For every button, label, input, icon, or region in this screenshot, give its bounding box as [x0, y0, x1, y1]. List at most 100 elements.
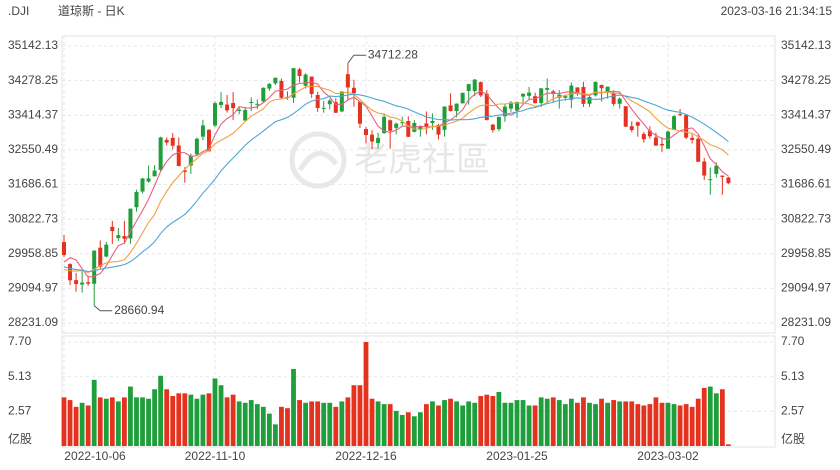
- volume-bar: [581, 397, 586, 446]
- candle-body: [629, 126, 634, 131]
- volume-bar: [381, 404, 387, 446]
- volume-bar: [351, 385, 357, 446]
- candle-body: [92, 250, 97, 284]
- moving-average-line: [63, 93, 729, 273]
- candle-body: [714, 165, 719, 174]
- candle-body: [647, 130, 652, 137]
- volume-bar: [67, 400, 73, 446]
- candle-body: [436, 125, 441, 135]
- volume-bar: [122, 397, 127, 446]
- candle-body: [146, 178, 151, 182]
- candle-body: [315, 94, 320, 108]
- volume-bar: [671, 404, 677, 446]
- volume-bar: [109, 397, 115, 446]
- watermark-text: 老虎社區: [354, 141, 490, 179]
- candle-body: [678, 114, 683, 116]
- x-tick-label: 2023-01-25: [486, 449, 548, 463]
- volume-unit-right: 亿股: [781, 431, 805, 446]
- volume-bar: [236, 401, 242, 446]
- volume-bar: [526, 405, 532, 446]
- volume-bar: [587, 402, 592, 446]
- volume-bar: [291, 369, 296, 446]
- candle-body: [98, 247, 103, 267]
- volume-bar: [248, 400, 254, 446]
- volume-bar: [375, 401, 381, 446]
- volume-bar: [605, 402, 610, 446]
- candle-body: [140, 178, 145, 192]
- candle-body: [460, 92, 465, 104]
- volume-bar: [448, 398, 453, 446]
- volume-bar: [490, 396, 496, 446]
- candle-body: [182, 170, 187, 172]
- volume-tick-label-left: 7.70: [8, 334, 32, 348]
- volume-bar: [152, 389, 157, 446]
- candle-body: [569, 85, 574, 100]
- volume-bar: [194, 398, 200, 446]
- volume-bar: [520, 400, 526, 446]
- volume-bar: [502, 402, 508, 446]
- volume-tick-label-right: 7.70: [781, 334, 805, 348]
- candle-body: [200, 125, 205, 137]
- candle-body: [653, 137, 658, 146]
- candle-body: [364, 129, 368, 136]
- candle-body: [418, 125, 423, 130]
- candle-body: [158, 137, 163, 170]
- volume-bar: [333, 406, 339, 446]
- volume-bar: [140, 397, 145, 446]
- y-tick-label-left: 31686.61: [8, 177, 58, 191]
- volume-bar: [611, 400, 617, 446]
- volume-bar: [273, 424, 278, 446]
- volume-bar: [103, 398, 109, 446]
- candle-body: [267, 83, 272, 89]
- candle-body: [666, 131, 670, 149]
- volume-bar: [128, 386, 133, 446]
- volume-unit-left: 亿股: [8, 431, 32, 446]
- volume-bar: [436, 405, 441, 446]
- candle-body: [225, 104, 230, 111]
- volume-bar: [73, 406, 79, 446]
- candle-body: [116, 235, 121, 239]
- volume-bar: [466, 401, 472, 446]
- volume-bar: [623, 401, 629, 446]
- y-tick-label-left: 29958.85: [8, 246, 58, 260]
- volume-bar: [550, 397, 556, 446]
- volume-bar: [176, 393, 182, 446]
- candle-body: [110, 226, 115, 232]
- x-tick-label: 2022-11-10: [185, 449, 246, 463]
- candle-body: [291, 68, 296, 98]
- volume-bar: [327, 402, 333, 446]
- volume-bar: [357, 385, 363, 446]
- volume-bar: [85, 405, 91, 446]
- volume-bar: [321, 402, 327, 446]
- candle-body: [659, 143, 664, 146]
- volume-bar: [726, 444, 731, 446]
- max-leader: [347, 54, 366, 64]
- watermark-logo-mark: [297, 151, 338, 172]
- volume-bar: [538, 397, 544, 446]
- volume-bar: [701, 387, 707, 446]
- candle-body: [454, 103, 459, 112]
- volume-bar: [430, 401, 435, 446]
- volume-bar: [230, 394, 236, 446]
- y-tick-label-right: 33414.37: [781, 107, 831, 121]
- y-tick-label-right: 34278.25: [781, 73, 831, 87]
- candle-body: [521, 93, 526, 97]
- volume-bar: [91, 379, 97, 446]
- candle-body: [170, 137, 175, 146]
- volume-bar: [677, 405, 683, 446]
- candle-body: [575, 87, 580, 94]
- x-tick-label: 2023-03-02: [637, 449, 699, 463]
- candle-body: [68, 264, 73, 281]
- volume-bar: [514, 400, 520, 446]
- candle-body: [490, 124, 495, 131]
- volume-bar: [170, 396, 176, 446]
- volume-bar: [146, 398, 151, 446]
- volume-tick-label-left: 5.13: [8, 369, 32, 383]
- volume-bar: [188, 394, 194, 446]
- candle-body: [152, 170, 157, 177]
- candle-body: [708, 179, 713, 181]
- y-tick-label-right: 28231.09: [781, 315, 831, 329]
- volume-bar: [279, 406, 284, 446]
- volume-bar: [659, 402, 665, 446]
